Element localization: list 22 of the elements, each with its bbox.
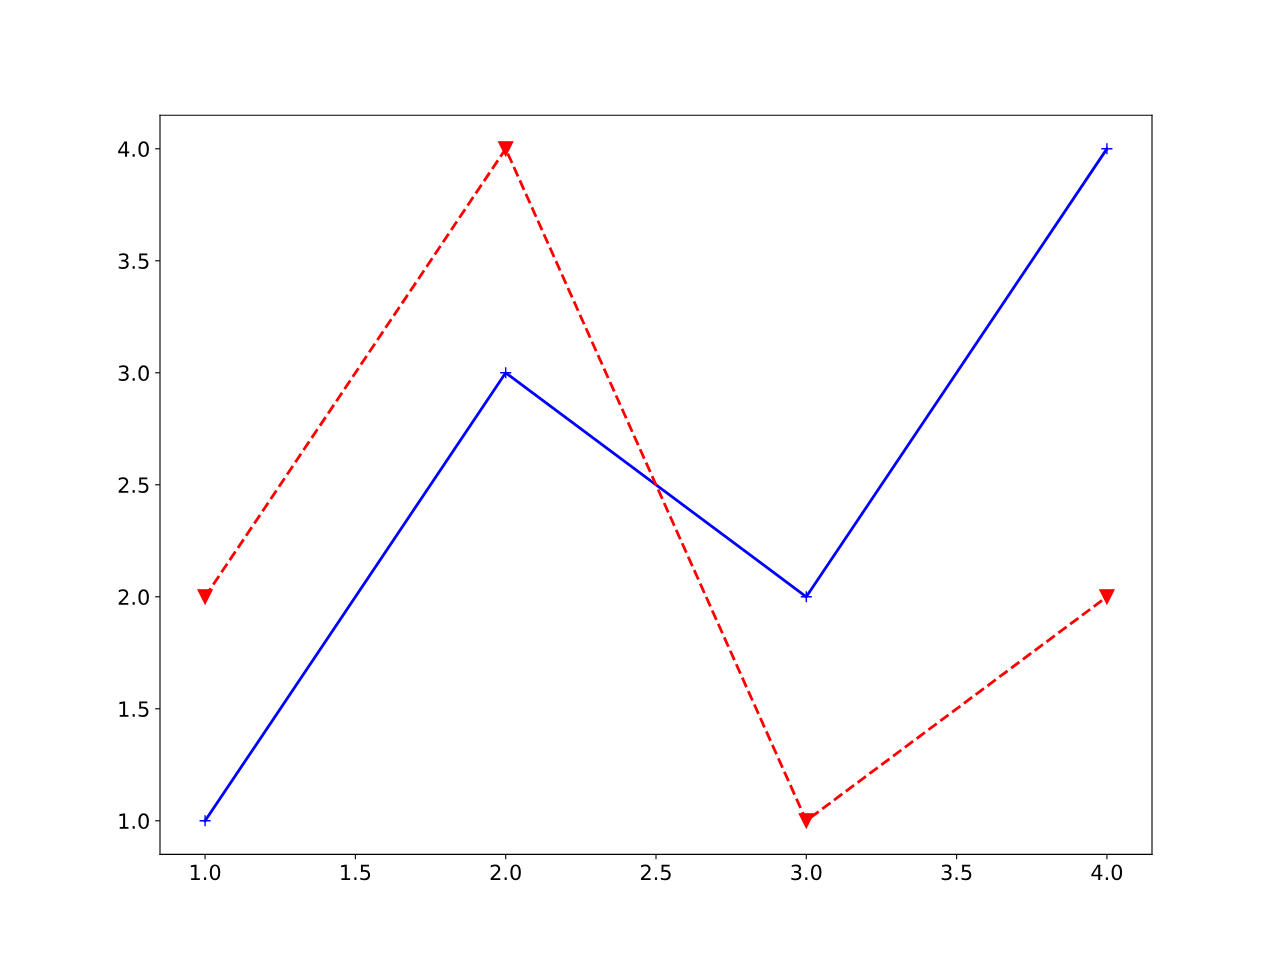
y-tick-label: 2.5 (118, 477, 149, 494)
point (798, 813, 814, 829)
y-tick-label: 3.5 (118, 253, 149, 270)
x-tick-label: 4.0 (1091, 864, 1123, 881)
y-tick-label: 2.0 (118, 589, 149, 606)
point (1100, 142, 1114, 156)
point (499, 366, 512, 380)
x-tick-label: 1.0 (190, 864, 221, 881)
x-tick-label: 2.5 (640, 864, 671, 881)
x-tick-label: 2.0 (490, 864, 521, 881)
y-tick-label: 3.0 (118, 365, 149, 382)
point (1099, 589, 1115, 605)
x-tick-label: 1.5 (341, 864, 371, 881)
point (498, 141, 514, 157)
point (197, 589, 213, 605)
y-tick-label: 1.0 (119, 813, 149, 830)
point (198, 814, 212, 828)
y-tick-label: 4.0 (118, 141, 149, 158)
y-tick-label: 1.5 (119, 701, 149, 718)
x-tick-label: 3.0 (791, 864, 822, 881)
x-tick-label: 3.5 (941, 864, 972, 881)
point (800, 590, 813, 604)
